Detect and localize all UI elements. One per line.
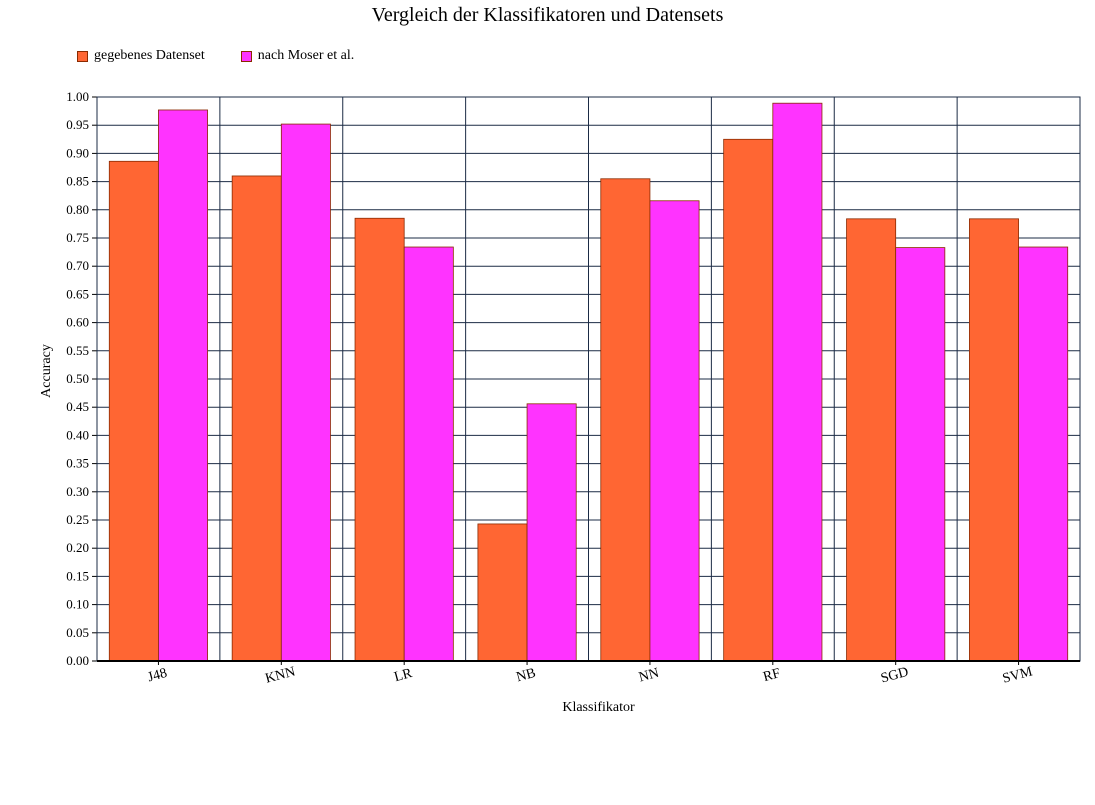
- y-axis-label: Accuracy: [39, 344, 54, 398]
- x-tick-label: KNN: [264, 664, 297, 686]
- y-tick-label: 0.45: [66, 399, 89, 414]
- bar-rf-series-2: [772, 102, 823, 662]
- bar-sgd-series-2: [895, 247, 946, 662]
- bar-svm-series-1: [969, 218, 1019, 662]
- y-tick-label: 0.05: [66, 625, 89, 640]
- y-tick-label: 0.60: [66, 315, 89, 330]
- legend: gegebenes Datenset nach Moser et al.: [77, 48, 390, 64]
- x-tick-label: J48: [146, 666, 169, 686]
- y-tick-label: 0.30: [66, 484, 89, 499]
- bar-rf-series-1: [723, 138, 774, 662]
- y-tick-label: 0.10: [66, 597, 89, 612]
- bar-sgd-series-1: [846, 218, 897, 662]
- bar-lr-series-1: [354, 217, 405, 662]
- x-tick-label: NN: [637, 666, 660, 686]
- legend-item-series-2: nach Moser et al.: [240, 48, 355, 64]
- bar-knn-series-2: [280, 123, 331, 662]
- x-axis-label: Klassifikator: [562, 700, 635, 715]
- bar-nn-series-1: [600, 178, 651, 662]
- legend-swatch-series-1: [77, 50, 88, 62]
- bar-nb-series-1: [477, 523, 528, 662]
- y-tick-label: 0.00: [66, 653, 89, 668]
- y-tick-label: 0.25: [66, 512, 89, 527]
- y-tick-label: 0.65: [66, 286, 89, 301]
- y-tick-label: 0.50: [66, 371, 89, 386]
- y-tick-label: 0.40: [66, 427, 89, 442]
- y-tick-label: 0.20: [66, 540, 89, 555]
- bar-j48-series-1: [108, 160, 159, 662]
- y-tick-label: 1.00: [66, 89, 89, 104]
- x-tick-label: SVM: [1001, 664, 1035, 686]
- y-tick-label: 0.75: [66, 230, 89, 245]
- bar-svm-series-2: [1018, 246, 1069, 662]
- y-tick-label: 0.90: [66, 145, 89, 160]
- legend-label-series-1: gegebenes Datenset: [94, 48, 205, 63]
- y-tick-label: 0.95: [66, 117, 89, 132]
- y-tick-label: 0.15: [66, 568, 89, 583]
- y-tick-label: 0.85: [66, 174, 89, 189]
- bar-j48-series-2: [158, 109, 208, 662]
- legend-swatch-series-2: [240, 50, 252, 62]
- x-tick-label: LR: [393, 666, 415, 685]
- y-tick-label: 0.80: [66, 202, 89, 217]
- y-tick-label: 0.35: [66, 456, 89, 471]
- legend-item-series-1: gegebenes Datenset: [77, 48, 205, 64]
- bar-lr-series-2: [403, 246, 454, 662]
- legend-label-series-2: nach Moser et al.: [257, 48, 355, 63]
- x-tick-label: NB: [515, 666, 538, 686]
- x-tick-label: SGD: [879, 665, 910, 687]
- bar-nn-series-2: [649, 200, 700, 662]
- x-tick-label: RF: [762, 666, 783, 685]
- y-tick-label: 0.55: [66, 343, 89, 358]
- bar-nb-series-2: [526, 403, 577, 662]
- y-tick-label: 0.70: [66, 258, 89, 273]
- chart-title: Vergleich der Klassifikatoren und Datens…: [371, 4, 724, 26]
- bar-knn-series-1: [231, 175, 282, 662]
